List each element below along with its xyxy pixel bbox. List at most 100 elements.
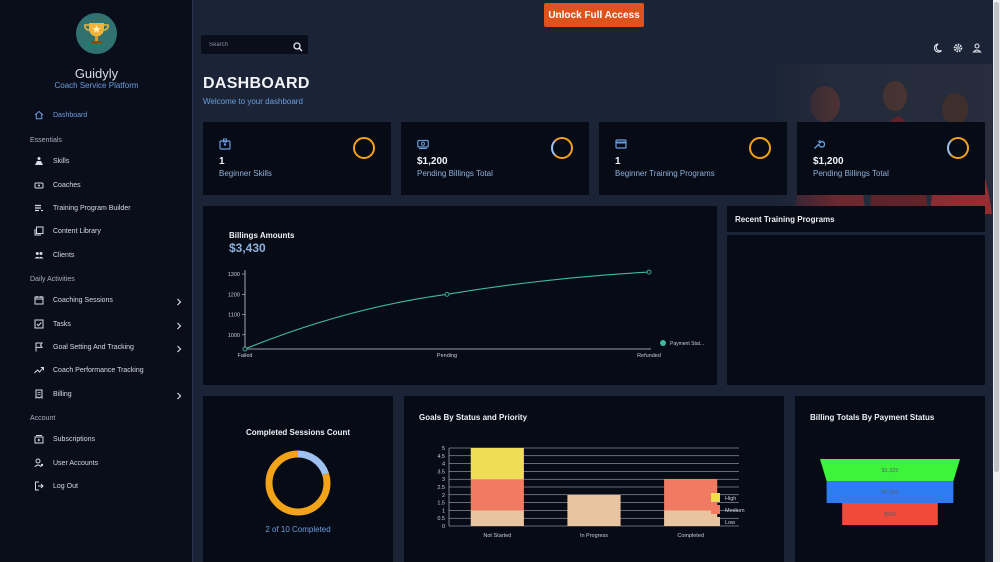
legend-swatch <box>660 340 666 346</box>
subscriptions-icon <box>33 434 44 445</box>
sidebar-item-label: Dashboard <box>53 111 88 119</box>
recent-programs-list <box>727 235 985 385</box>
trending-up-icon <box>33 365 44 376</box>
sidebar-item-label: Coach Performance Tracking <box>53 366 144 374</box>
stat-ring <box>353 137 375 159</box>
funnel-label: $1,200 <box>882 490 899 496</box>
x-tick-label: Not Started <box>483 533 511 539</box>
sidebar-item-dashboard[interactable]: Dashboard <box>33 108 185 122</box>
recent-programs-title: Recent Training Programs <box>735 215 835 224</box>
bar-segment <box>664 479 718 511</box>
sidebar-item-label: Subscriptions <box>53 435 96 443</box>
search-input[interactable] <box>201 35 289 54</box>
data-point <box>242 346 248 352</box>
recent-programs-header: Recent Training Programs <box>727 206 985 232</box>
y-tick-label: 1.5 <box>437 501 445 507</box>
completed-sessions-card: Completed Sessions Count 2 of 10 Complet… <box>203 396 393 562</box>
stat-card-beginner-training-programs: 1 Beginner Training Programs <box>599 122 787 195</box>
gear-icon[interactable] <box>953 40 963 53</box>
search-icon[interactable] <box>293 39 303 57</box>
moon-icon[interactable] <box>933 40 944 53</box>
sidebar: Guidyly Coach Service Platform Dashboard… <box>0 0 193 562</box>
goals-chart-title: Goals By Status and Priority <box>419 413 528 422</box>
sessions-donut-chart <box>265 450 331 516</box>
section-essentials: Essentials <box>30 137 62 144</box>
logout-icon <box>33 481 44 492</box>
y-tick-label: 0 <box>442 524 445 530</box>
money-icon <box>417 137 429 155</box>
stat-card-pending-billings: $1,200 Pending Billings Total <box>401 122 589 195</box>
trophy-logo-icon <box>76 13 117 54</box>
calendar-icon <box>33 295 44 306</box>
legend-label: Payment Stat... <box>670 341 704 347</box>
sidebar-item-log-out[interactable]: Log Out <box>33 479 185 493</box>
bar-segment <box>470 510 524 526</box>
user-icon[interactable] <box>972 40 982 53</box>
funnel-segment <box>826 481 954 503</box>
y-tick-label: 1200 <box>228 292 240 298</box>
y-tick-label: 1100 <box>228 313 240 319</box>
sidebar-item-skills[interactable]: Skills <box>33 154 185 168</box>
chevron-right-icon <box>175 341 183 359</box>
legend-swatch <box>711 517 720 526</box>
unlock-full-access-button[interactable]: Unlock Full Access <box>544 3 644 27</box>
y-tick-label: 5 <box>442 446 445 452</box>
stat-label: Beginner Skills <box>219 169 272 178</box>
sidebar-item-label: Coaches <box>53 181 81 189</box>
sidebar-item-tasks[interactable]: Tasks <box>33 317 185 331</box>
x-tick-label: Failed <box>238 353 253 359</box>
y-tick-label: 2.5 <box>437 485 445 491</box>
sidebar-item-label: Skills <box>53 157 70 165</box>
sidebar-item-subscriptions[interactable]: Subscriptions <box>33 432 185 446</box>
id-badge-icon <box>219 137 231 155</box>
legend-swatch <box>711 505 720 514</box>
scrollbar-thumb[interactable] <box>994 2 999 472</box>
sidebar-item-label: Coaching Sessions <box>53 296 113 304</box>
stat-label: Pending Billings Total <box>813 169 889 178</box>
billings-total: $3,430 <box>229 241 266 255</box>
search-box <box>201 35 308 54</box>
stat-label: Beginner Training Programs <box>615 169 715 178</box>
goals-stacked-bar-chart: 0 0.5 11.5 2 2.5 3 3.54 4.5 5 Not Started In Prog… <box>437 446 745 539</box>
sidebar-item-coach-performance[interactable]: Coach Performance Tracking <box>33 363 185 377</box>
sidebar-item-content-library[interactable]: Content Library <box>33 224 185 238</box>
legend-label: Low <box>725 520 735 526</box>
page-scrollbar[interactable] <box>993 0 1000 562</box>
y-tick-label: 0.5 <box>437 516 445 522</box>
y-tick-label: 3.5 <box>437 469 445 475</box>
sidebar-item-label: Training Program Builder <box>53 204 131 212</box>
coach-icon <box>33 180 44 191</box>
x-tick-label: Pending <box>437 353 457 359</box>
x-tick-label: Completed <box>677 533 704 539</box>
card-icon <box>615 137 627 155</box>
donut-slice <box>265 450 331 516</box>
sidebar-item-clients[interactable]: Clients <box>33 248 185 262</box>
billing-totals-title: Billing Totals By Payment Status <box>810 413 935 422</box>
sidebar-item-label: Goal Setting And Tracking <box>53 343 134 351</box>
sidebar-item-training-program-builder[interactable]: Training Program Builder <box>33 201 185 215</box>
sidebar-item-user-accounts[interactable]: User Accounts <box>33 456 185 470</box>
sidebar-item-coaches[interactable]: Coaches <box>33 178 185 192</box>
wrench-icon <box>813 137 826 155</box>
legend-swatch <box>711 493 720 502</box>
chevron-right-icon <box>175 318 183 336</box>
y-tick-label: 4 <box>442 462 445 468</box>
sidebar-item-coaching-sessions[interactable]: Coaching Sessions <box>33 293 185 307</box>
stat-ring <box>551 137 573 159</box>
billing-funnel-chart: $1,325 $1,200 $905 <box>820 459 960 525</box>
sidebar-item-label: Clients <box>53 251 75 259</box>
section-account: Account <box>30 415 56 422</box>
sidebar-item-goal-setting[interactable]: Goal Setting And Tracking <box>33 340 185 354</box>
legend-label: Medium <box>725 508 745 514</box>
funnel-label: $905 <box>884 512 896 518</box>
sidebar-item-billing[interactable]: Billing <box>33 387 185 401</box>
stat-label: Pending Billings Total <box>417 169 493 178</box>
funnel-segment <box>842 503 938 525</box>
series-line <box>244 271 650 350</box>
chevron-right-icon <box>175 294 183 312</box>
flag-icon <box>33 342 44 353</box>
receipt-icon <box>33 389 44 400</box>
y-tick-label: 1 <box>442 508 445 514</box>
page-subtitle: Welcome to your dashboard <box>203 97 303 106</box>
billing-totals-card: Billing Totals By Payment Status $1,325 $… <box>795 396 985 562</box>
